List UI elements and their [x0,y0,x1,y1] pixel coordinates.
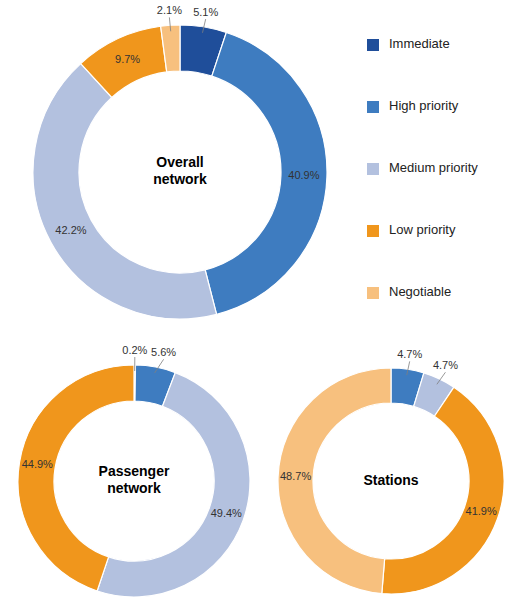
title-line: Overall [156,154,203,170]
legend-label: Immediate [389,36,450,51]
leader-line [437,372,446,384]
donut-slice [81,26,167,97]
title-line: network [153,171,207,187]
leader-line [202,19,205,33]
legend-swatch [367,287,379,299]
legend-swatch [367,225,379,237]
leader-line [134,357,135,371]
data-label: 0.2% [122,344,147,356]
data-label: 44.9% [22,458,53,470]
data-label: 4.7% [397,348,422,360]
donut-chart [18,365,250,597]
title-line: Passenger [99,463,170,479]
chart-canvas: 5.1%40.9%42.2%9.7%2.1%OverallnetworkImme… [0,0,520,616]
data-label: 4.7% [433,359,458,371]
data-label: 41.9% [466,505,497,517]
data-label: 2.1% [157,4,182,16]
chart-title: Stations [363,472,418,488]
donut-slice [161,25,180,72]
donut-slice [382,387,504,594]
data-label: 5.1% [193,6,218,18]
leader-line [155,359,164,373]
legend-label: High priority [389,98,459,113]
legend-label: Medium priority [389,160,478,175]
title-line: network [107,480,161,496]
donut-slice [97,373,250,597]
chart-title: Overallnetwork [153,154,207,187]
donut-slice [205,32,327,314]
donut-slice [33,64,217,319]
data-label: 40.9% [288,169,319,181]
legend-label: Negotiable [389,284,451,299]
legend-label: Low priority [389,222,456,237]
data-label: 42.2% [55,224,86,236]
leader-line [407,361,410,375]
data-label: 49.4% [211,507,242,519]
title-line: Stations [363,472,418,488]
data-label: 48.7% [280,470,311,482]
donut-chart [278,368,504,594]
leader-line [169,17,170,31]
donut-chart [33,25,327,319]
chart-title: Passengernetwork [99,463,170,496]
data-label: 5.6% [151,346,176,358]
data-label: 9.7% [115,53,140,65]
legend-swatch [367,39,379,51]
legend-swatch [367,163,379,175]
legend-swatch [367,101,379,113]
